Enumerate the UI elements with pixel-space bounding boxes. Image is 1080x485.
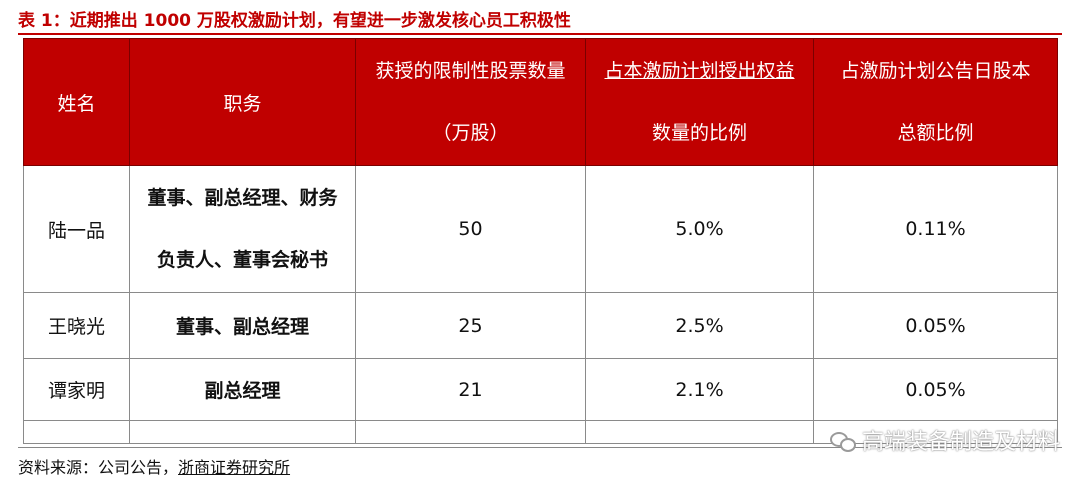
- table-row: 王晓光 董事、副总经理 25 2.5% 0.05%: [23, 292, 1058, 359]
- cell-shares: 50: [355, 165, 586, 293]
- cell-ratio-plan: 5.0%: [585, 165, 814, 293]
- header-ratio-total-line1: 占激励计划公告日股本: [840, 60, 1031, 82]
- header-position: 职务: [129, 38, 356, 166]
- cell-position: 董事、副总经理、财务 负责人、董事会秘书: [129, 165, 356, 293]
- cell-empty: [129, 420, 356, 444]
- equity-incentive-table: 姓名 职务 获授的限制性股票数量 （万股） 占本激励计划授出权益 数量的比例 占…: [23, 38, 1058, 444]
- source-note: 资料来源：公司公告，浙商证券研究所: [18, 454, 290, 478]
- header-shares-line2: （万股）: [432, 122, 509, 144]
- wechat-icon: [829, 430, 856, 452]
- cell-empty: [355, 420, 586, 444]
- cell-empty: [585, 420, 814, 444]
- table-row: 谭家明 副总经理 21 2.1% 0.05%: [23, 358, 1058, 421]
- title-divider: [18, 33, 1062, 35]
- header-ratio-total-line2: 总额比例: [897, 122, 974, 144]
- cell-name: 谭家明: [23, 358, 130, 421]
- watermark: 高端装备制造及材料: [829, 424, 1060, 456]
- table-title: 表 1：近期推出 1000 万股权激励计划，有望进一步激发核心员工积极性: [18, 11, 571, 31]
- cell-position-line2: 负责人、董事会秘书: [156, 249, 328, 271]
- cell-shares: 25: [355, 292, 586, 359]
- table-row: 陆一品 董事、副总经理、财务 负责人、董事会秘书 50 5.0% 0.11%: [23, 165, 1058, 293]
- header-ratio-total: 占激励计划公告日股本 总额比例: [813, 38, 1058, 166]
- header-shares: 获授的限制性股票数量 （万股）: [355, 38, 586, 166]
- table-row-empty: [23, 420, 1058, 444]
- cell-name: 陆一品: [23, 165, 130, 293]
- cell-ratio-total: 0.05%: [813, 292, 1058, 359]
- header-ratio-plan-line1: 占本激励计划授出权益: [604, 60, 795, 82]
- header-ratio-plan-line2: 数量的比例: [651, 122, 747, 144]
- header-ratio-plan: 占本激励计划授出权益 数量的比例: [585, 38, 814, 166]
- cell-name: 王晓光: [23, 292, 130, 359]
- cell-position: 董事、副总经理: [129, 292, 356, 359]
- source-divider: [18, 447, 1062, 448]
- header-name: 姓名: [23, 38, 130, 166]
- cell-ratio-plan: 2.1%: [585, 358, 814, 421]
- cell-ratio-plan: 2.5%: [585, 292, 814, 359]
- source-prefix: 资料来源：公司公告，: [18, 458, 179, 477]
- cell-ratio-total: 0.11%: [813, 165, 1058, 293]
- header-shares-line1: 获授的限制性股票数量: [375, 60, 566, 82]
- cell-ratio-total: 0.05%: [813, 358, 1058, 421]
- cell-empty: [23, 420, 130, 444]
- table-header-row: 姓名 职务 获授的限制性股票数量 （万股） 占本激励计划授出权益 数量的比例 占…: [23, 38, 1058, 166]
- source-firm-link[interactable]: 浙商证券研究所: [178, 458, 291, 477]
- cell-position-line1: 董事、副总经理、财务: [147, 187, 338, 209]
- watermark-text: 高端装备制造及材料: [861, 430, 1060, 455]
- cell-shares: 21: [355, 358, 586, 421]
- cell-position: 副总经理: [129, 358, 356, 421]
